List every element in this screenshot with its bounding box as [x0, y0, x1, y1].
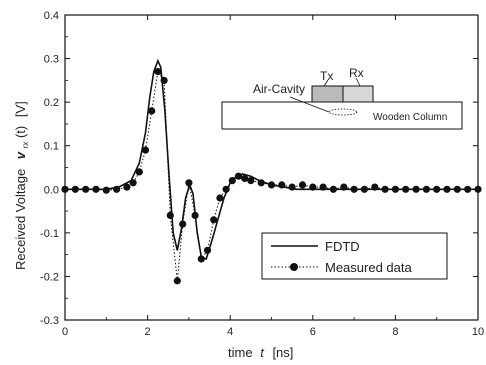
measured-data-point: [123, 183, 131, 191]
measured-data-point: [340, 183, 348, 191]
measured-data-point: [222, 185, 230, 193]
air-cavity-shape: [328, 108, 358, 116]
legend-fdtd-label: FDTD: [325, 239, 360, 254]
measured-data-point: [278, 181, 286, 189]
rx-label: Rx: [349, 66, 364, 80]
series-layer: [61, 58, 482, 285]
measured-data-point: [71, 185, 79, 193]
rx-label-leader: [355, 77, 361, 87]
inset-diagram: Wooden Column Tx Rx Air-Cavity: [221, 66, 463, 130]
measured-data-point: [185, 179, 193, 187]
x-axis-title-unit: [ns]: [272, 345, 293, 360]
measured-data-point: [371, 183, 379, 191]
y-tick-label: -0.2: [40, 271, 59, 283]
measured-data-point: [443, 185, 451, 193]
measured-data-point: [247, 177, 255, 185]
measured-data-point: [141, 146, 150, 154]
legend: FDTD Measured data: [261, 232, 448, 280]
tx-antenna: [311, 85, 344, 103]
measured-data-point: [173, 277, 181, 285]
measured-data-point: [319, 183, 327, 191]
air-cavity-leader: [289, 96, 330, 113]
y-axis-title: Received Voltage v rx (t) [V]: [13, 101, 31, 270]
legend-box: [261, 232, 448, 280]
measured-data-point: [135, 168, 143, 176]
measured-data-point: [160, 76, 168, 84]
measured-data-point: [82, 185, 90, 193]
wooden-column-label: Wooden Column: [373, 112, 447, 123]
y-tick-label: -0.3: [40, 315, 59, 327]
x-axis-title: time t [ns]: [228, 345, 293, 360]
measured-data-point: [191, 211, 199, 219]
y-axis-title-suffix: (t): [13, 126, 28, 138]
measured-data-point: [203, 246, 212, 254]
measured-data-point: [433, 185, 441, 193]
measured-data-point: [197, 255, 205, 263]
measured-data-point: [148, 107, 156, 115]
x-axis-ticks: 0 2 4 6 8 10: [62, 15, 484, 338]
x-tick-label: 10: [472, 326, 484, 338]
y-tick-label: -0.1: [40, 228, 59, 240]
measured-data-point: [166, 211, 174, 219]
measured-data-point: [422, 185, 430, 193]
measured-data-point: [210, 216, 218, 224]
y-axis-title-unit: [V]: [13, 101, 28, 117]
measured-data-point: [154, 68, 162, 76]
measured-data-point: [92, 185, 100, 193]
x-tick-label: 6: [310, 326, 316, 338]
x-tick-label: 0: [62, 326, 68, 338]
measured-data-point: [234, 172, 243, 180]
tx-label: Tx: [320, 69, 333, 83]
measured-data-point: [474, 185, 482, 193]
measured-data-point: [61, 185, 69, 193]
measured-data-point: [412, 185, 420, 193]
measured-data-point: [402, 185, 410, 193]
measured-data-point: [179, 220, 187, 228]
measured-data-point: [329, 185, 337, 193]
rx-antenna: [342, 85, 374, 103]
measured-data-point: [216, 194, 224, 202]
measured-data-point: [298, 181, 307, 189]
y-tick-label: 0.4: [44, 10, 59, 22]
y-tick-label: 0.3: [44, 54, 59, 66]
air-cavity-label: Air-Cavity: [253, 82, 305, 96]
x-tick-label: 8: [392, 326, 398, 338]
measured-data-point: [267, 181, 276, 189]
measured-data-point: [113, 185, 121, 193]
x-axis-title-prefix: time: [228, 345, 253, 360]
y-tick-label: 0.0: [44, 184, 59, 196]
legend-measured-marker: [290, 263, 298, 271]
x-tick-label: 4: [227, 326, 233, 338]
measured-data-point: [391, 185, 399, 193]
y-tick-label: 0.2: [44, 97, 59, 109]
tx-label-leader: [323, 79, 329, 87]
y-axis-ticks: -0.3 -0.2 -0.1 0.0 0.1 0.2 0.3 0.4: [40, 10, 478, 327]
measured-data-point: [453, 185, 461, 193]
x-axis-title-var: t: [260, 345, 265, 360]
measured-data-point: [228, 177, 236, 185]
measured-data-point: [309, 183, 317, 191]
measured-data-point: [350, 185, 358, 193]
legend-measured-label: Measured data: [325, 260, 412, 275]
measured-data-point: [129, 179, 137, 187]
y-tick-label: 0.1: [44, 141, 59, 153]
measured-data-point: [257, 179, 265, 187]
measured-data-point: [102, 186, 110, 194]
measured-data-point: [241, 174, 249, 182]
y-axis-title-sub: rx: [21, 141, 30, 149]
wooden-column-rect: [221, 101, 463, 130]
measured-data-point: [381, 185, 389, 193]
y-axis-title-prefix: Received Voltage: [13, 169, 28, 270]
x-tick-label: 2: [145, 326, 151, 338]
measured-data-point: [288, 183, 296, 191]
y-axis-title-var: v: [13, 151, 28, 159]
measured-data-point: [464, 185, 472, 193]
measured-data-point: [360, 185, 368, 193]
